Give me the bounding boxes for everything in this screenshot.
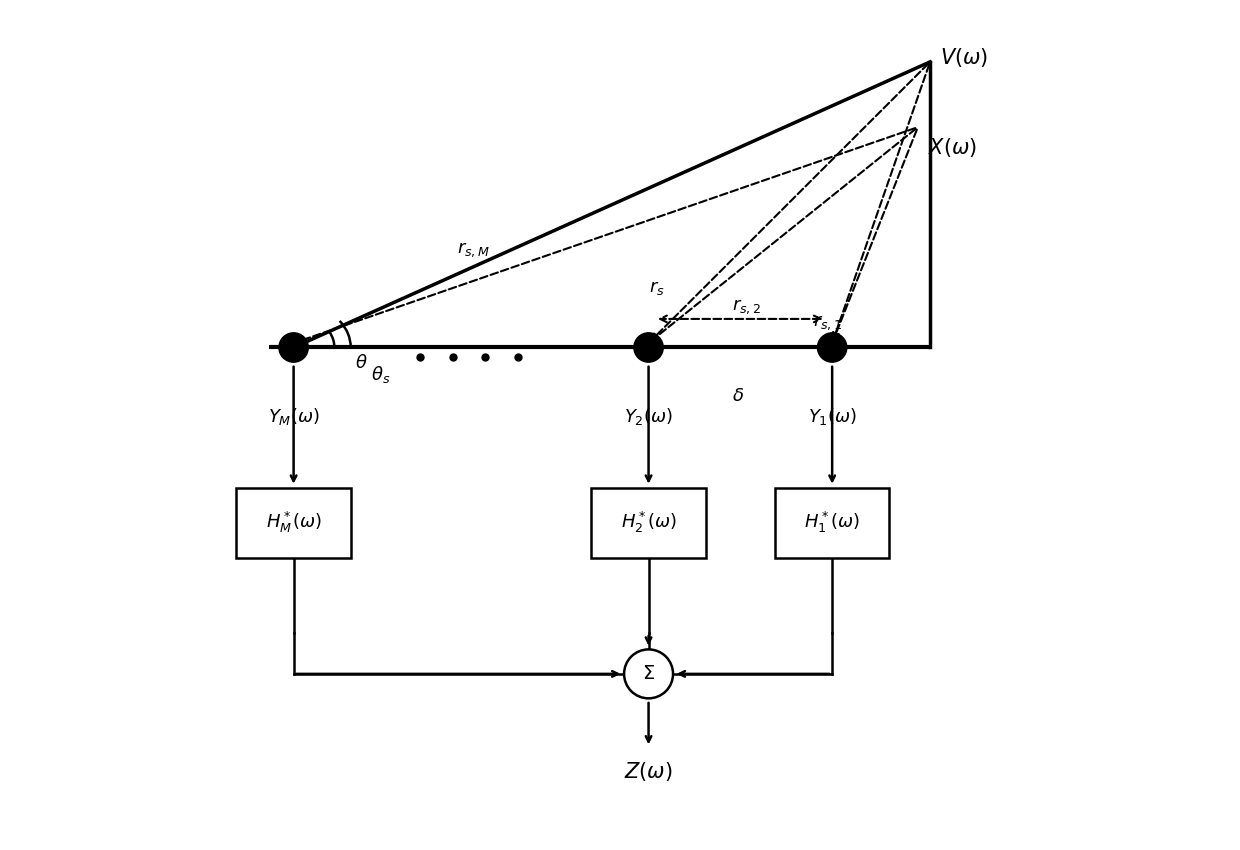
Text: $\delta$: $\delta$ xyxy=(733,388,744,405)
Text: $\Sigma$: $\Sigma$ xyxy=(642,665,655,683)
Text: $Y_2(\omega)$: $Y_2(\omega)$ xyxy=(624,406,673,428)
Text: $H_M^*(\omega)$: $H_M^*(\omega)$ xyxy=(265,510,321,536)
Text: $\theta_s$: $\theta_s$ xyxy=(371,364,391,385)
Text: $r_{s,1}$: $r_{s,1}$ xyxy=(813,314,843,332)
Text: $Y_M(\omega)$: $Y_M(\omega)$ xyxy=(268,406,320,428)
Circle shape xyxy=(634,333,663,362)
Text: $r_{s,M}$: $r_{s,M}$ xyxy=(456,241,490,259)
Text: $Y_1(\omega)$: $Y_1(\omega)$ xyxy=(807,406,857,428)
Circle shape xyxy=(279,333,309,362)
Text: $\theta$: $\theta$ xyxy=(355,354,367,372)
FancyBboxPatch shape xyxy=(237,488,351,558)
Text: $H_2^*(\omega)$: $H_2^*(\omega)$ xyxy=(620,510,677,536)
Text: $V(\omega)$: $V(\omega)$ xyxy=(940,46,988,70)
Text: $r_{s,2}$: $r_{s,2}$ xyxy=(732,298,761,316)
Text: $Z(\omega)$: $Z(\omega)$ xyxy=(624,760,673,784)
Circle shape xyxy=(817,333,847,362)
FancyBboxPatch shape xyxy=(775,488,889,558)
Text: $r_s$: $r_s$ xyxy=(649,279,665,297)
FancyBboxPatch shape xyxy=(591,488,706,558)
Text: $X(\omega)$: $X(\omega)$ xyxy=(928,136,977,159)
Text: $H_1^*(\omega)$: $H_1^*(\omega)$ xyxy=(805,510,861,536)
Circle shape xyxy=(624,649,673,699)
